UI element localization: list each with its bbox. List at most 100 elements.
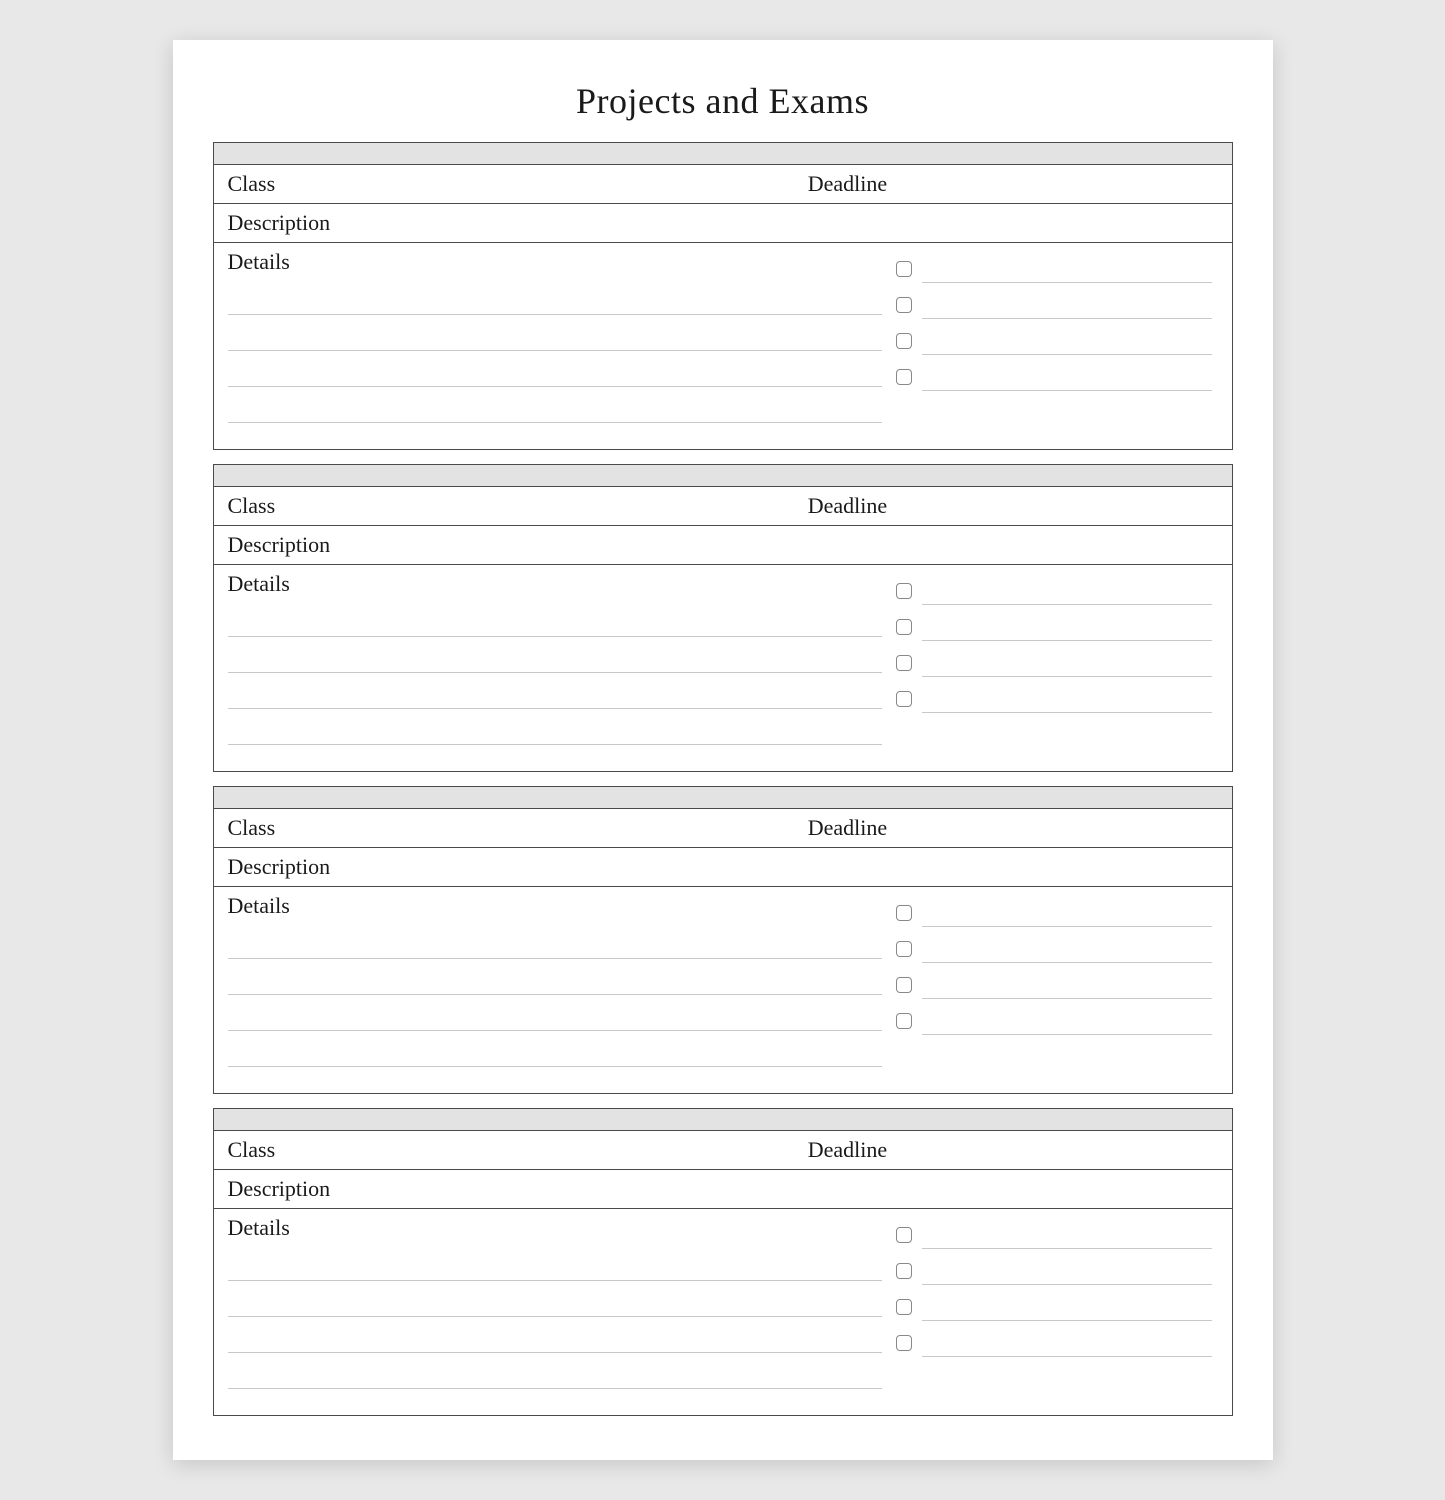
checkbox-icon[interactable] <box>896 905 912 921</box>
class-label: Class <box>214 809 794 847</box>
checkbox-icon[interactable] <box>896 333 912 349</box>
checklist-line[interactable] <box>922 282 1212 283</box>
spacer <box>228 1389 882 1409</box>
checkbox-icon[interactable] <box>896 261 912 277</box>
checkbox-icon[interactable] <box>896 297 912 313</box>
checklist-item <box>896 251 1212 287</box>
details-left: Details <box>214 887 896 1093</box>
description-row: Description <box>214 1170 1232 1209</box>
checkbox-icon[interactable] <box>896 583 912 599</box>
page-title: Projects and Exams <box>213 80 1233 122</box>
class-deadline-row: Class Deadline <box>214 487 1232 526</box>
detail-line[interactable] <box>228 601 882 637</box>
checklist-line[interactable] <box>922 354 1212 355</box>
checkbox-icon[interactable] <box>896 1013 912 1029</box>
class-label: Class <box>214 1131 794 1169</box>
details-left: Details <box>214 1209 896 1415</box>
spacer <box>228 423 882 443</box>
checklist-item <box>896 1289 1212 1325</box>
description-row: Description <box>214 204 1232 243</box>
checklist-item <box>896 931 1212 967</box>
description-label: Description <box>214 526 1232 564</box>
checklist-line[interactable] <box>922 318 1212 319</box>
project-block: Class Deadline Description Details <box>213 1108 1233 1416</box>
details-label: Details <box>228 893 882 919</box>
planner-page: Projects and Exams Class Deadline Descri… <box>173 40 1273 1460</box>
detail-line[interactable] <box>228 279 882 315</box>
details-label: Details <box>228 571 882 597</box>
checklist-line[interactable] <box>922 1034 1212 1035</box>
detail-line[interactable] <box>228 387 882 423</box>
deadline-label: Deadline <box>794 487 1232 525</box>
detail-line[interactable] <box>228 673 882 709</box>
checkbox-icon[interactable] <box>896 977 912 993</box>
checklist-line[interactable] <box>922 1284 1212 1285</box>
checkbox-icon[interactable] <box>896 1299 912 1315</box>
detail-line[interactable] <box>228 1353 882 1389</box>
class-label: Class <box>214 487 794 525</box>
block-header-bar <box>214 787 1232 809</box>
spacer <box>896 717 1212 737</box>
class-deadline-row: Class Deadline <box>214 1131 1232 1170</box>
checklist-item <box>896 609 1212 645</box>
checklist-line[interactable] <box>922 640 1212 641</box>
checklist-item <box>896 895 1212 931</box>
detail-line[interactable] <box>228 351 882 387</box>
class-deadline-row: Class Deadline <box>214 809 1232 848</box>
deadline-label: Deadline <box>794 165 1232 203</box>
checkbox-icon[interactable] <box>896 655 912 671</box>
checklist-item <box>896 323 1212 359</box>
deadline-label: Deadline <box>794 809 1232 847</box>
checklist-line[interactable] <box>922 998 1212 999</box>
checklist <box>896 565 1232 771</box>
checklist-line[interactable] <box>922 712 1212 713</box>
detail-line[interactable] <box>228 1281 882 1317</box>
spacer <box>228 1067 882 1087</box>
checklist <box>896 887 1232 1093</box>
detail-line[interactable] <box>228 315 882 351</box>
checklist-line[interactable] <box>922 676 1212 677</box>
checklist-item <box>896 573 1212 609</box>
checkbox-icon[interactable] <box>896 1227 912 1243</box>
details-section: Details <box>214 1209 1232 1415</box>
description-row: Description <box>214 526 1232 565</box>
checklist-item <box>896 681 1212 717</box>
checklist-line[interactable] <box>922 1248 1212 1249</box>
details-label: Details <box>228 249 882 275</box>
details-left: Details <box>214 243 896 449</box>
description-label: Description <box>214 848 1232 886</box>
checklist-line[interactable] <box>922 926 1212 927</box>
details-section: Details <box>214 565 1232 771</box>
checklist-line[interactable] <box>922 962 1212 963</box>
detail-line[interactable] <box>228 959 882 995</box>
checklist-line[interactable] <box>922 1320 1212 1321</box>
detail-line[interactable] <box>228 923 882 959</box>
block-header-bar <box>214 143 1232 165</box>
class-deadline-row: Class Deadline <box>214 165 1232 204</box>
checkbox-icon[interactable] <box>896 1263 912 1279</box>
checklist-line[interactable] <box>922 390 1212 391</box>
spacer <box>896 1039 1212 1059</box>
checkbox-icon[interactable] <box>896 369 912 385</box>
deadline-label: Deadline <box>794 1131 1232 1169</box>
detail-line[interactable] <box>228 995 882 1031</box>
project-block: Class Deadline Description Details <box>213 464 1233 772</box>
checklist-item <box>896 287 1212 323</box>
checklist-item <box>896 1253 1212 1289</box>
detail-line[interactable] <box>228 1245 882 1281</box>
checkbox-icon[interactable] <box>896 619 912 635</box>
detail-line[interactable] <box>228 709 882 745</box>
description-label: Description <box>214 1170 1232 1208</box>
checkbox-icon[interactable] <box>896 941 912 957</box>
checklist-item <box>896 359 1212 395</box>
detail-line[interactable] <box>228 1031 882 1067</box>
spacer <box>896 395 1212 415</box>
detail-line[interactable] <box>228 637 882 673</box>
details-left: Details <box>214 565 896 771</box>
detail-line[interactable] <box>228 1317 882 1353</box>
checklist-line[interactable] <box>922 604 1212 605</box>
checklist-line[interactable] <box>922 1356 1212 1357</box>
checkbox-icon[interactable] <box>896 1335 912 1351</box>
checkbox-icon[interactable] <box>896 691 912 707</box>
project-block: Class Deadline Description Details <box>213 142 1233 450</box>
